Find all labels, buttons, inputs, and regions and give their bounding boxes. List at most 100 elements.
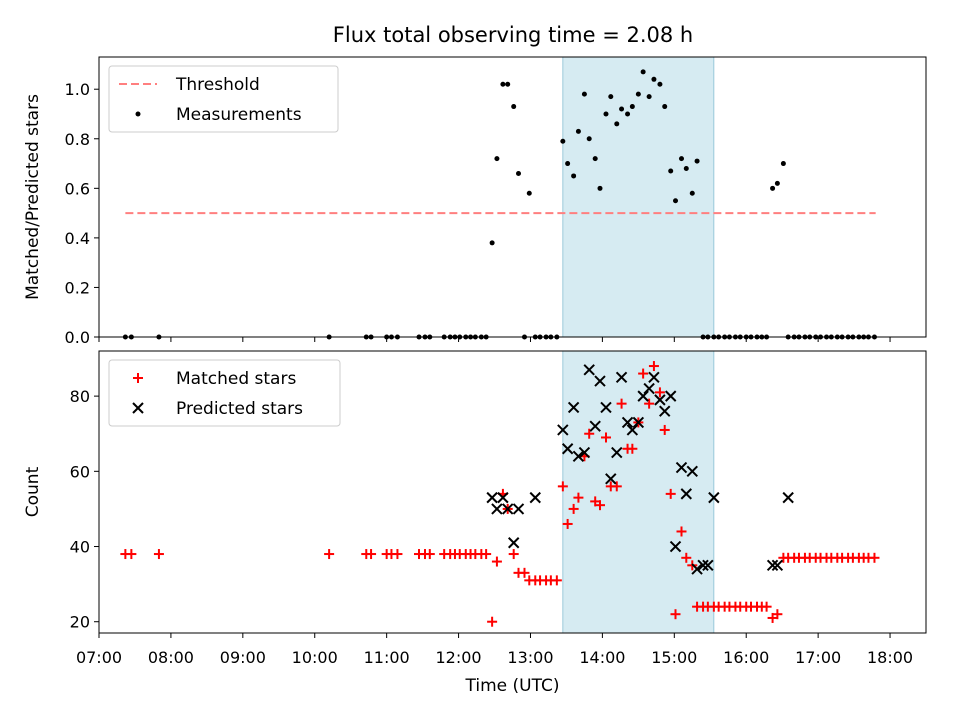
x-tick-label: 07:00 (76, 648, 122, 667)
measurement-point (640, 69, 646, 75)
predicted-star-point (561, 443, 574, 455)
predicted-star-point-b (567, 401, 580, 414)
x-tick-label: 13:00 (507, 648, 553, 667)
predicted-star-point (686, 465, 698, 478)
chart-title: Flux total observing time = 2.08 h (333, 23, 693, 47)
predicted-star-point-b (491, 503, 503, 515)
predicted-star-point-b (611, 446, 623, 459)
predicted-star-point (708, 491, 720, 504)
measurement-point (689, 190, 695, 196)
predicted-star-point (491, 503, 503, 515)
predicted-star-point-b (686, 465, 698, 478)
measurement-point (511, 104, 517, 110)
y-tick-label: 80 (70, 387, 90, 406)
predicted-star-point-b (654, 394, 666, 406)
count-x-axis-label: Time (UTC) (465, 676, 560, 696)
legend-measurement-swatch (135, 111, 141, 117)
predicted-star-point-b (578, 446, 591, 459)
count-panel: 20 40 60 80 07:00 08:00 09:00 10:00 11:00 12:00 1… (23, 350, 927, 696)
measurement-point (673, 198, 679, 204)
measurement-point (646, 94, 652, 100)
ratio-panel: 0.0 0.2 0.4 0.6 0.8 1.0 Matched/Predicted sta… (23, 56, 927, 347)
predicted-star-point (621, 416, 634, 429)
x-tick-label: 17:00 (795, 648, 841, 667)
predicted-star-point (583, 364, 595, 376)
predicted-star-point (771, 559, 784, 572)
legend-predicted-swatch (132, 402, 144, 414)
predicted-star-point (501, 503, 514, 515)
y-tick-label: 0.6 (65, 179, 90, 198)
matched-star-point (487, 616, 498, 627)
legend-matched-swatch (133, 373, 143, 383)
measurement-point (608, 94, 614, 100)
measurement-point (662, 104, 668, 110)
predicted-star-point-b (561, 443, 574, 455)
predicted-star-point-b (702, 559, 714, 572)
matched-star-point (153, 549, 164, 560)
ratio-x-axis (98, 337, 891, 342)
predicted-star-point-b (697, 559, 709, 572)
measurement-point (586, 136, 592, 142)
x-tick-label: 08:00 (148, 648, 194, 667)
predicted-star-point (600, 401, 612, 414)
predicted-star-point-b (632, 416, 645, 429)
legend-label: Measurements (176, 105, 302, 125)
measurement-point (489, 240, 495, 246)
predicted-star-point (578, 446, 591, 459)
measurement-point (694, 158, 700, 164)
matched-star-point (594, 500, 605, 511)
x-tick-label: 16:00 (723, 648, 769, 667)
matched-star-point (627, 443, 638, 454)
count-y-axis: 20 40 60 80 (70, 387, 99, 632)
predicted-star-point (659, 405, 671, 417)
ratio-axes-frame (98, 56, 927, 338)
predicted-star-point (680, 488, 692, 500)
predicted-star-point (497, 491, 509, 504)
predicted-star-point-b (771, 559, 784, 572)
predicted-star-point (637, 390, 649, 402)
predicted-star-point-b (605, 473, 617, 485)
legend-box (108, 65, 339, 133)
matched-star-point (508, 549, 519, 560)
count-y-axis-label: Count (23, 466, 43, 517)
measurement-point (683, 166, 689, 172)
predicted-star-point (626, 424, 639, 436)
count-marks (120, 361, 880, 627)
predicted-star-point (648, 371, 660, 384)
matched-star-point (551, 575, 562, 586)
predicted-star-point-b (637, 390, 649, 402)
matched-star-point (665, 488, 676, 499)
predicted-star-point-b (507, 537, 520, 549)
predicted-star-point-b (486, 491, 498, 504)
measurement-point (629, 104, 635, 110)
predicted-star-point (594, 375, 606, 387)
measurement-point (515, 170, 521, 176)
matched-star-point (676, 526, 687, 537)
predicted-star-point-b (665, 390, 677, 402)
measurement-point (651, 76, 657, 82)
legend-predicted-swatch-b (132, 402, 144, 414)
matched-star-point (424, 549, 435, 560)
measurement-point (526, 190, 532, 196)
matched-star-point (611, 481, 622, 492)
matched-star-point (761, 601, 772, 612)
predicted-star-point (654, 394, 666, 406)
measurement-point (603, 111, 609, 117)
predicted-star-point-b (497, 491, 509, 504)
matched-star-point (519, 567, 530, 578)
measurement-point (494, 156, 500, 162)
predicted-star-point (766, 559, 779, 572)
measurement-point (597, 185, 603, 191)
ratio-y-axis: 0.0 0.2 0.4 0.6 0.8 1.0 (65, 80, 99, 347)
ratio-legend: Threshold Measurements (108, 65, 339, 133)
predicted-star-point (675, 461, 688, 474)
y-tick-label: 0.4 (65, 229, 90, 248)
matched-star-point (869, 552, 880, 563)
predicted-star-point (572, 450, 585, 462)
x-tick-label: 18:00 (867, 648, 913, 667)
measurement-point (678, 156, 684, 162)
predicted-star-point (529, 491, 541, 504)
matched-star-point (659, 424, 670, 435)
measurement-point (500, 81, 506, 87)
